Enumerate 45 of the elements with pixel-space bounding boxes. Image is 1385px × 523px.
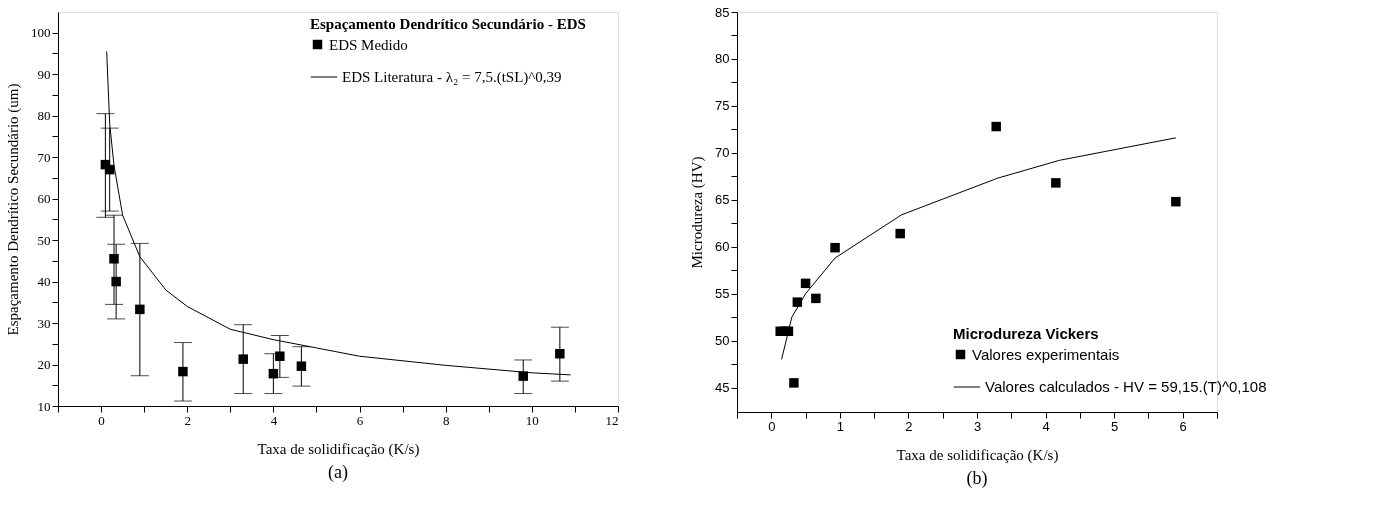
x-tick-label: 0 — [98, 412, 105, 428]
x-axis-title: Taxa de solidificação (K/s) — [257, 440, 420, 458]
x-tick-label: 8 — [442, 412, 450, 428]
x-tick-label: 4 — [270, 412, 278, 428]
y-tick-label: 40 — [37, 274, 51, 290]
x-axis-title: Taxa de solidificação (K/s) — [896, 446, 1059, 464]
legend-label: EDS Medido — [329, 36, 408, 53]
y-tick-label: 45 — [715, 380, 730, 396]
y-tick-label: 70 — [715, 145, 730, 161]
y-tick-label: 20 — [37, 357, 51, 373]
x-tick-label: 6 — [1179, 418, 1187, 434]
y-tick-label: 50 — [37, 232, 51, 248]
legend-title: Microdureza Vickers — [953, 325, 1099, 342]
x-tick-label: 4 — [1042, 418, 1050, 434]
x-tick-label: 3 — [973, 418, 982, 434]
legend-label: Valores experimentais — [972, 345, 1120, 363]
text: (a) — [328, 462, 348, 483]
text: (b) — [966, 468, 988, 489]
y-tick-label: 10 — [37, 398, 51, 414]
x-tick-label: 2 — [184, 412, 191, 428]
x-tick-label: 6 — [356, 412, 364, 428]
y-tick-label: 55 — [715, 286, 730, 302]
y-tick-label: 70 — [37, 149, 51, 165]
y-tick-label: 100 — [31, 25, 51, 41]
y-tick-label: 60 — [37, 191, 51, 207]
y-tick-label: 30 — [37, 315, 51, 331]
y-axis-title: Microdureza (HV) — [689, 156, 707, 269]
x-tick-label: 2 — [905, 418, 913, 434]
y-tick-label: 85 — [715, 4, 730, 20]
y-tick-label: 50 — [715, 333, 730, 349]
x-tick-label: 0 — [768, 418, 776, 434]
y-tick-label: 80 — [37, 108, 51, 124]
y-tick-label: 60 — [715, 239, 730, 255]
x-tick-label: 1 — [836, 418, 844, 434]
legend-title: Espaçamento Dendrítico Secundário - EDS — [310, 16, 586, 32]
y-axis-title: Espaçamento Dendrítico Secundário (um) — [5, 83, 22, 336]
x-tick-label: 12 — [605, 412, 619, 428]
y-tick-label: 65 — [715, 192, 730, 208]
y-tick-label: 80 — [715, 51, 730, 67]
y-tick-label: 75 — [715, 98, 730, 114]
y-tick-label: 90 — [37, 66, 51, 82]
legend-label: EDS Literatura - λ₂ = 7,5.(tSL)^0,39 — [342, 69, 562, 86]
x-tick-label: 10 — [525, 412, 539, 428]
x-tick-label: 5 — [1111, 418, 1119, 434]
legend-label: Valores calculados - HV = 59,15.(T)^0,108 — [985, 378, 1267, 395]
